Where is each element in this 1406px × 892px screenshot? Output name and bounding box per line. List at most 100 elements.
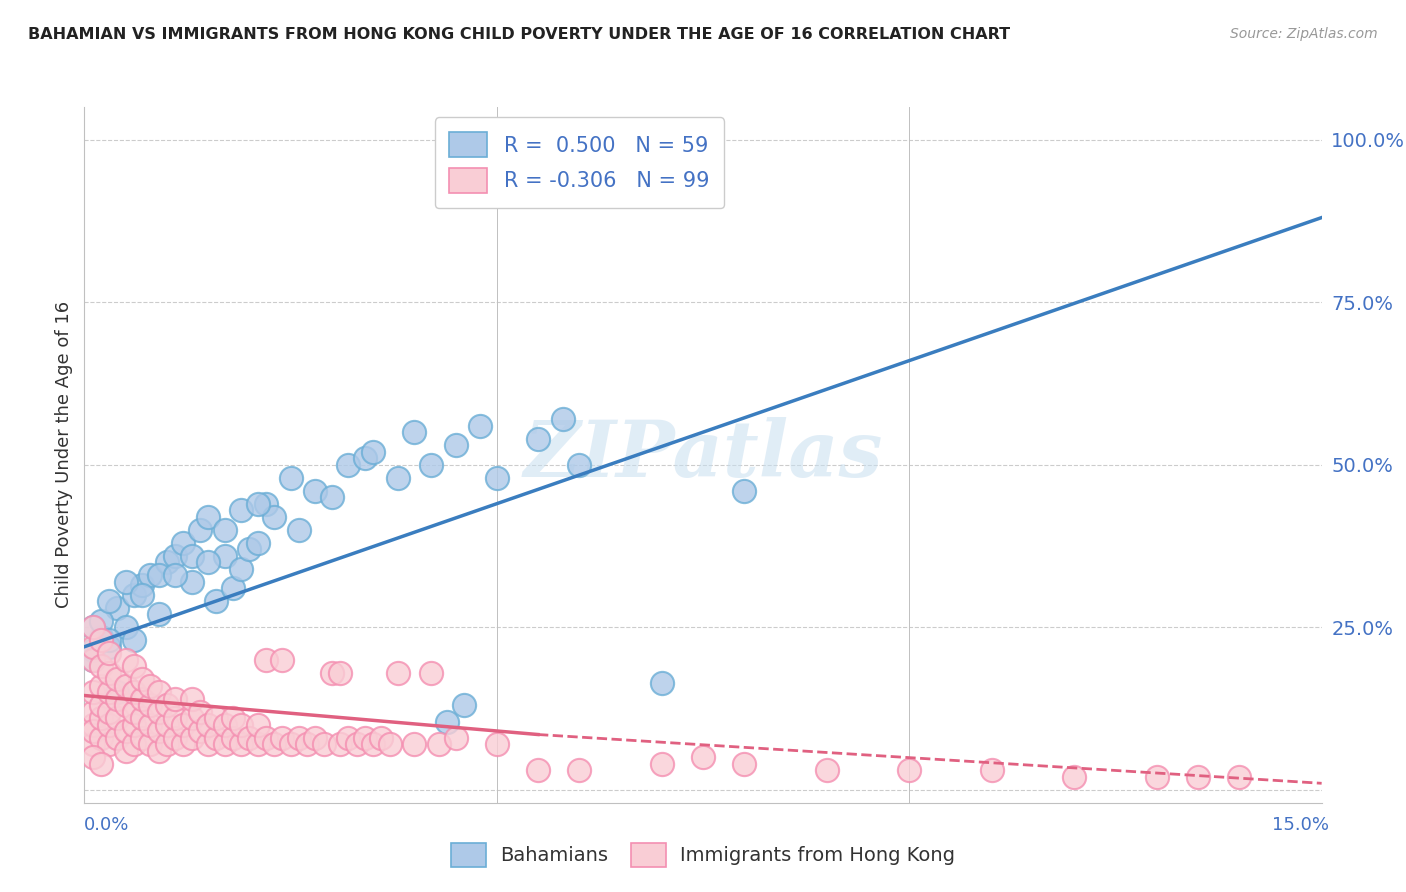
Point bbox=[105, 685, 128, 699]
Point bbox=[139, 698, 162, 713]
Point bbox=[651, 756, 673, 771]
Point bbox=[148, 744, 170, 758]
Point bbox=[148, 607, 170, 622]
Point bbox=[387, 471, 409, 485]
Point bbox=[271, 653, 294, 667]
Point bbox=[254, 653, 277, 667]
Point bbox=[180, 691, 202, 706]
Point bbox=[82, 653, 104, 667]
Point bbox=[82, 640, 104, 654]
Point bbox=[82, 620, 104, 634]
Point bbox=[815, 764, 838, 778]
Point bbox=[214, 549, 236, 563]
Point bbox=[337, 731, 360, 745]
Point bbox=[90, 679, 112, 693]
Point bbox=[148, 724, 170, 739]
Point bbox=[527, 432, 550, 446]
Point bbox=[122, 633, 145, 648]
Point bbox=[131, 672, 153, 686]
Point bbox=[238, 731, 260, 745]
Point bbox=[329, 737, 352, 751]
Point bbox=[238, 542, 260, 557]
Point bbox=[131, 711, 153, 725]
Point bbox=[485, 471, 508, 485]
Point bbox=[98, 633, 121, 648]
Point bbox=[105, 691, 128, 706]
Y-axis label: Child Poverty Under the Age of 16: Child Poverty Under the Age of 16 bbox=[55, 301, 73, 608]
Point bbox=[733, 483, 755, 498]
Point bbox=[122, 705, 145, 719]
Point bbox=[114, 574, 136, 589]
Point bbox=[165, 691, 187, 706]
Point bbox=[180, 711, 202, 725]
Point bbox=[453, 698, 475, 713]
Point bbox=[246, 535, 269, 549]
Point bbox=[692, 750, 714, 764]
Point bbox=[222, 711, 245, 725]
Point bbox=[387, 665, 409, 680]
Point bbox=[165, 549, 187, 563]
Point bbox=[353, 451, 375, 466]
Point bbox=[98, 685, 121, 699]
Point bbox=[148, 685, 170, 699]
Point bbox=[321, 490, 343, 504]
Point bbox=[419, 458, 441, 472]
Point bbox=[205, 731, 228, 745]
Point bbox=[353, 731, 375, 745]
Point bbox=[165, 568, 187, 582]
Point bbox=[105, 672, 128, 686]
Point bbox=[165, 711, 187, 725]
Point bbox=[90, 731, 112, 745]
Point bbox=[114, 679, 136, 693]
Point bbox=[156, 737, 179, 751]
Point bbox=[214, 737, 236, 751]
Point bbox=[329, 665, 352, 680]
Point bbox=[980, 764, 1002, 778]
Point bbox=[188, 705, 211, 719]
Point bbox=[205, 594, 228, 608]
Point bbox=[222, 731, 245, 745]
Point bbox=[82, 620, 104, 634]
Point bbox=[98, 646, 121, 660]
Point bbox=[90, 698, 112, 713]
Point bbox=[82, 705, 104, 719]
Point bbox=[165, 731, 187, 745]
Point bbox=[246, 497, 269, 511]
Point bbox=[280, 737, 302, 751]
Point bbox=[122, 685, 145, 699]
Point bbox=[131, 691, 153, 706]
Point bbox=[361, 444, 384, 458]
Point bbox=[172, 737, 194, 751]
Point bbox=[1227, 770, 1250, 784]
Point bbox=[90, 711, 112, 725]
Point bbox=[98, 665, 121, 680]
Point bbox=[139, 679, 162, 693]
Point bbox=[90, 633, 112, 648]
Text: 15.0%: 15.0% bbox=[1271, 816, 1329, 834]
Point bbox=[370, 731, 392, 745]
Point bbox=[180, 549, 202, 563]
Point bbox=[98, 718, 121, 732]
Point bbox=[246, 737, 269, 751]
Point bbox=[427, 737, 450, 751]
Point bbox=[131, 578, 153, 592]
Point bbox=[1063, 770, 1085, 784]
Point bbox=[361, 737, 384, 751]
Point bbox=[105, 600, 128, 615]
Point bbox=[346, 737, 368, 751]
Point bbox=[527, 764, 550, 778]
Point bbox=[82, 685, 104, 699]
Point bbox=[254, 497, 277, 511]
Point bbox=[172, 718, 194, 732]
Point bbox=[114, 620, 136, 634]
Point bbox=[1146, 770, 1168, 784]
Point bbox=[156, 555, 179, 569]
Point bbox=[271, 731, 294, 745]
Point bbox=[114, 744, 136, 758]
Point bbox=[205, 711, 228, 725]
Text: ZIPatlas: ZIPatlas bbox=[523, 417, 883, 493]
Point bbox=[404, 425, 426, 439]
Point bbox=[98, 705, 121, 719]
Point bbox=[304, 483, 326, 498]
Point bbox=[263, 737, 285, 751]
